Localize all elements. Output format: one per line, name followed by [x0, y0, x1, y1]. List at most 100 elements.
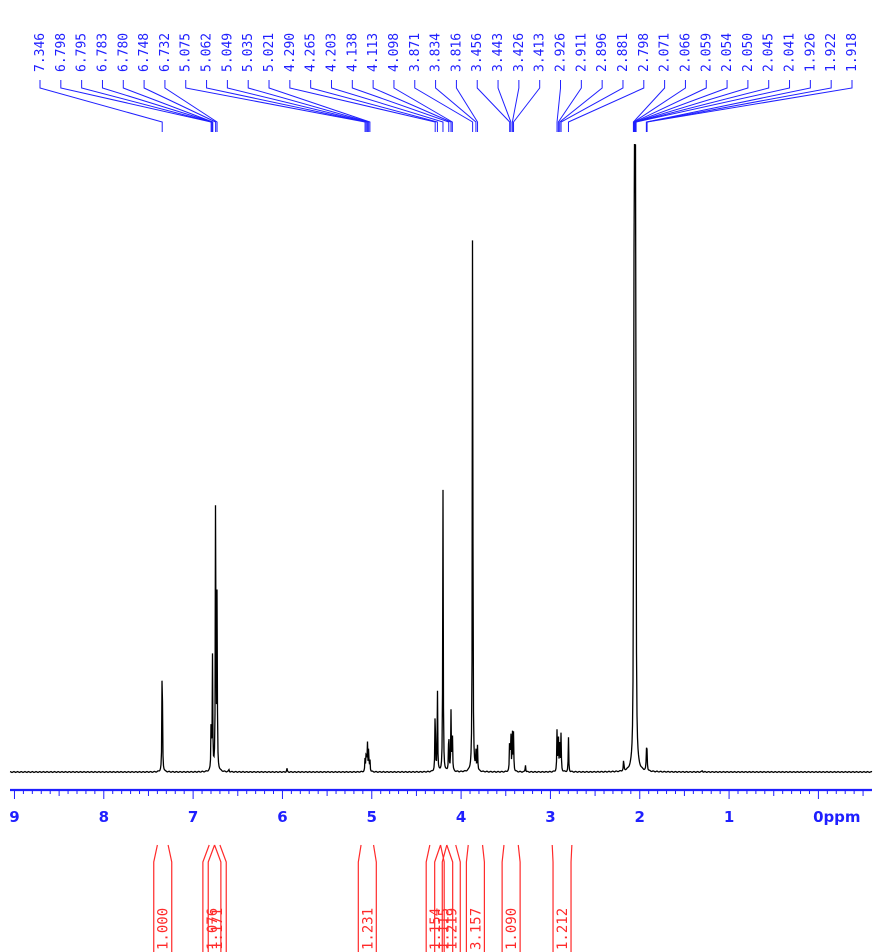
x-tick-label: 9	[9, 808, 19, 826]
peak-label: 5.062	[200, 33, 215, 72]
peak-label: 3.871	[408, 33, 423, 72]
peak-label: 6.732	[158, 33, 173, 72]
x-tick-label: 7	[188, 808, 198, 826]
peak-label-connector	[632, 80, 666, 132]
peak-label-layer: 7.346 6.798 6.795 6.783 6.780 6.748 6.732 5.075…	[33, 33, 860, 132]
integral-bracket-left	[425, 844, 431, 952]
peak-label-connector	[513, 80, 541, 132]
integral-bracket-right	[517, 844, 521, 952]
integral-bracket-left	[551, 844, 554, 952]
peak-label: 2.045	[762, 33, 777, 72]
peak-label-connector	[559, 80, 603, 132]
x-axis-unit-label: ppm	[823, 808, 860, 826]
peak-label: 6.748	[137, 33, 152, 72]
integral-bracket-right	[481, 844, 485, 952]
peak-label: 1.926	[803, 33, 818, 72]
integral-bracket-right	[167, 844, 173, 952]
x-axis: 9 8 7 6 5 4 3 2 1 0 ppm	[9, 788, 872, 826]
peak-label-connector	[289, 80, 436, 132]
peak-label: 2.059	[699, 33, 714, 72]
peak-label-connector	[557, 80, 582, 132]
peak-label-connector	[393, 80, 453, 132]
peak-label-connector	[455, 80, 479, 132]
peak-label-connector	[633, 80, 707, 132]
peak-label: 3.413	[533, 33, 548, 72]
peak-label-connector	[556, 80, 562, 132]
peak-label-connector	[268, 80, 371, 132]
x-tick-label: 5	[367, 808, 377, 826]
integral-bracket-right	[219, 844, 227, 952]
peak-label-connector	[645, 80, 811, 132]
peak-label: 3.816	[449, 33, 464, 72]
integral-value: 1.000	[156, 908, 172, 950]
peak-label: 2.798	[637, 33, 652, 72]
peak-label: 6.780	[116, 33, 131, 72]
peak-label-connector	[122, 80, 214, 132]
peak-label-connector	[351, 80, 450, 132]
peak-label: 2.050	[741, 33, 756, 72]
peak-label-connector	[226, 80, 368, 132]
peak-label-connector	[60, 80, 212, 132]
integral-value: 1.231	[360, 908, 376, 950]
integral-bracket-right	[455, 844, 461, 952]
peak-label: 2.896	[595, 33, 610, 72]
peak-label-connector	[101, 80, 214, 132]
peak-label: 2.066	[678, 33, 693, 72]
peak-label: 2.911	[574, 33, 589, 72]
peak-label: 5.075	[179, 33, 194, 72]
peak-label: 2.881	[616, 33, 631, 72]
peak-label: 6.783	[95, 33, 110, 72]
peak-label-connector	[143, 80, 217, 132]
peak-label-connector	[635, 80, 770, 132]
peak-label-connector	[435, 80, 477, 132]
peak-label: 5.035	[241, 33, 256, 72]
integral-value: 1.219	[444, 908, 460, 950]
integral-bracket-left	[202, 844, 210, 952]
peak-label-connector	[567, 80, 645, 132]
peak-label: 3.834	[429, 33, 444, 72]
peak-label: 2.071	[658, 33, 673, 72]
integral-value: 1.171	[210, 908, 226, 950]
integral-bracket-right	[570, 844, 573, 952]
peak-label: 3.456	[470, 33, 485, 72]
peak-label-connector	[39, 80, 163, 132]
peak-label: 5.021	[262, 33, 277, 72]
x-tick-label: 1	[724, 808, 734, 826]
integral-value: 1.154	[428, 908, 444, 950]
peak-label: 4.138	[345, 33, 360, 72]
integral-bracket-left	[153, 844, 158, 952]
x-tick-label: 6	[277, 808, 287, 826]
x-tick-label: 0	[813, 808, 823, 826]
spectrum-trace	[9, 143, 873, 774]
peak-label-connector	[81, 80, 212, 132]
x-tick-label: 8	[99, 808, 109, 826]
peak-label: 1.918	[845, 33, 860, 72]
peak-label: 2.926	[554, 33, 569, 72]
peak-label-connector	[414, 80, 474, 132]
peak-label: 4.113	[366, 33, 381, 72]
peak-label-connector	[310, 80, 438, 132]
integral-bracket-right	[446, 844, 454, 952]
peak-label-connector	[497, 80, 512, 132]
peak-label-connector	[635, 80, 791, 132]
peak-label-connector	[646, 80, 853, 132]
peak-label-connector	[560, 80, 624, 132]
integral-bracket-left	[441, 844, 448, 952]
peak-label: 4.203	[324, 33, 339, 72]
peak-label: 3.426	[512, 33, 527, 72]
integral-bracket-right	[213, 844, 222, 952]
peak-label: 7.346	[33, 33, 48, 72]
peak-label-connector	[185, 80, 366, 132]
integral-value: 1.076	[205, 908, 221, 950]
peak-label: 6.795	[75, 33, 90, 72]
peak-label: 2.041	[783, 33, 798, 72]
integral-bracket-right	[439, 844, 445, 952]
peak-label-connector	[646, 80, 832, 132]
integral-bracket-left	[357, 844, 362, 952]
peak-label-connector	[633, 80, 686, 132]
peak-label-connector	[330, 80, 444, 132]
peak-label: 3.443	[491, 33, 506, 72]
peak-label: 4.290	[283, 33, 298, 72]
peak-label-connector	[164, 80, 218, 132]
